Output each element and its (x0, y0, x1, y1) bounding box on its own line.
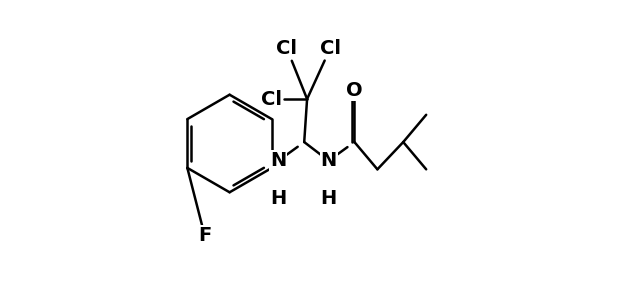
Text: F: F (198, 226, 211, 245)
Text: N: N (270, 151, 287, 170)
Text: Cl: Cl (319, 39, 340, 58)
Text: Cl: Cl (260, 90, 282, 108)
Text: O: O (346, 81, 363, 100)
Text: H: H (270, 189, 287, 208)
Text: N: N (321, 151, 337, 170)
Text: H: H (321, 189, 337, 208)
Text: Cl: Cl (276, 39, 298, 58)
